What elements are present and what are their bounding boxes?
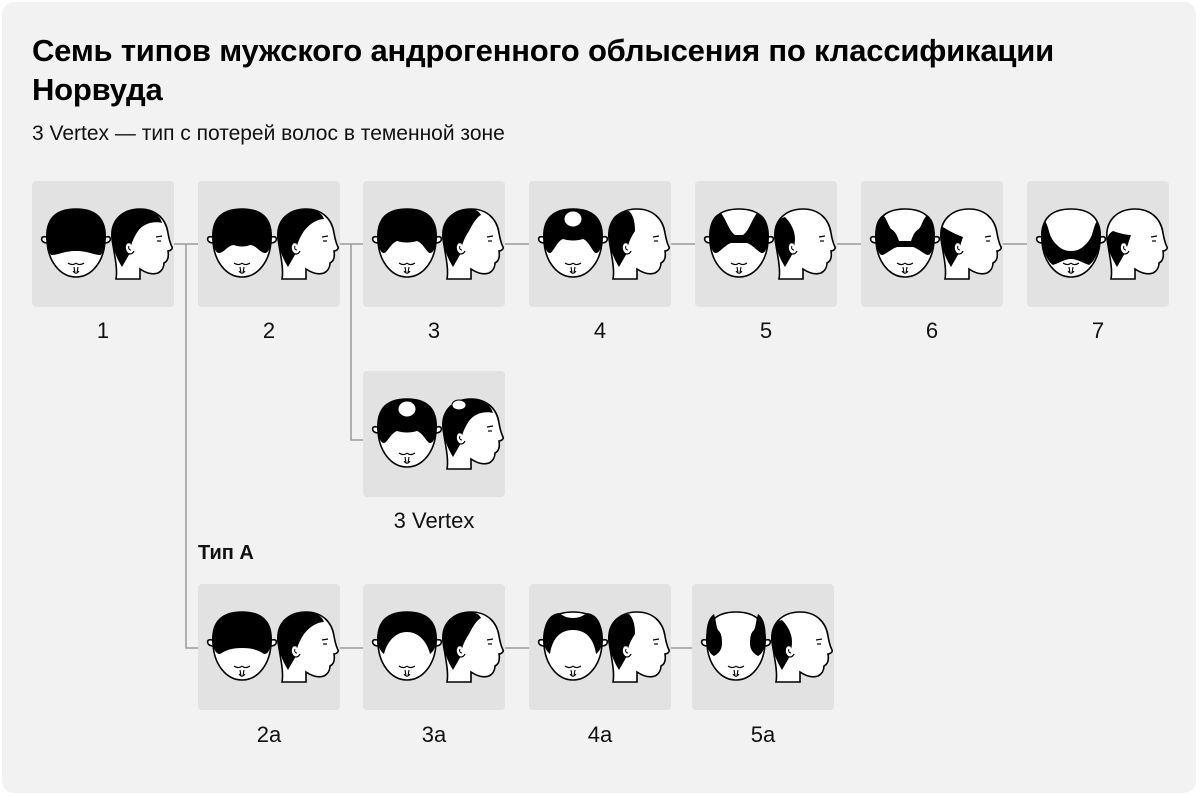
stage-2-tile	[198, 181, 340, 307]
stage-7-tile	[1027, 181, 1169, 307]
head-illustrations	[371, 611, 504, 683]
head-illustrations	[206, 208, 339, 280]
stage-3a-tile	[363, 584, 505, 710]
stage-7-label: 7	[1091, 318, 1105, 343]
stage-6-tile	[861, 181, 1003, 307]
head-illustrations	[869, 208, 1002, 280]
head-illustrations	[703, 208, 836, 280]
stage-3-vertex-tile	[363, 371, 505, 497]
head-illustrations	[537, 208, 670, 280]
stage-5-label: 5	[759, 318, 773, 343]
head-illustrations	[1035, 208, 1168, 280]
stage-6-label: 6	[925, 318, 939, 343]
stage-4a-tile	[529, 584, 671, 710]
stage-1-label: 1	[96, 318, 110, 343]
stage-3a-label: 3a	[421, 722, 447, 747]
stage-4-label: 4	[593, 318, 607, 343]
connector-3-vertex	[350, 244, 363, 441]
stage-5-tile	[695, 181, 837, 307]
stage-5a-label: 5a	[750, 722, 776, 747]
stage-3-vertex-label: 3 Vertex	[393, 508, 475, 533]
head-illustrations	[206, 611, 339, 683]
stage-2a-tile	[198, 584, 340, 710]
stage-4-tile	[529, 181, 671, 307]
stage-2a-label: 2a	[256, 722, 282, 747]
head-illustrations	[40, 208, 173, 280]
head-illustrations	[537, 611, 670, 683]
stage-1-tile	[32, 181, 174, 307]
stage-2-label: 2	[262, 318, 276, 343]
head-illustrations	[371, 398, 504, 470]
stage-3-tile	[363, 181, 505, 307]
page-title: Семь типов мужского андрогенного облысен…	[32, 33, 1054, 107]
head-illustrations	[700, 611, 833, 683]
head-illustrations	[371, 208, 504, 280]
stage-5a-tile	[692, 584, 834, 710]
stage-3-label: 3	[427, 318, 441, 343]
page-subtitle: 3 Vertex — тип с потерей волос в теменно…	[32, 122, 505, 145]
stage-4a-label: 4a	[587, 722, 613, 747]
connector-type-a-branch	[185, 244, 198, 649]
type-a-heading: Тип А	[198, 542, 254, 564]
